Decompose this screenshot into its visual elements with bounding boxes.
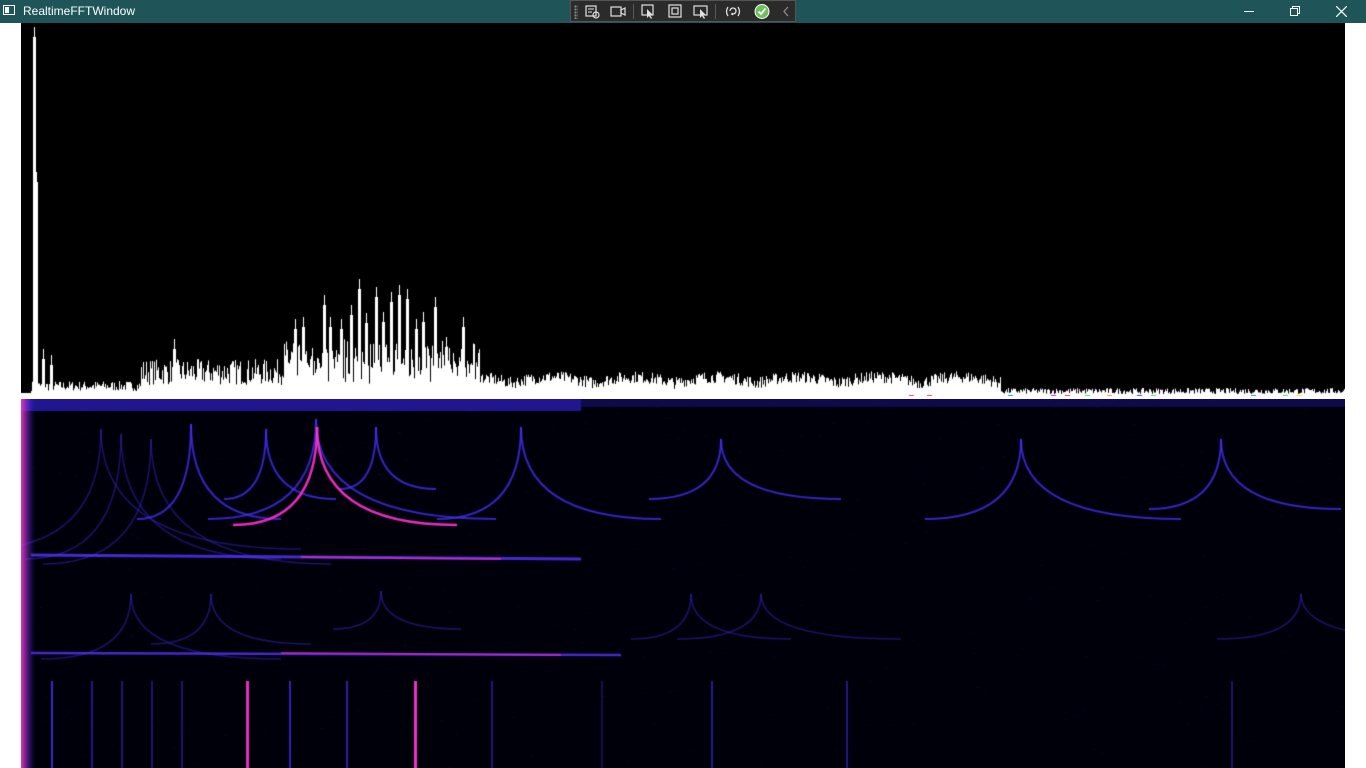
toolbar-separator: [715, 4, 716, 19]
track-focus-icon[interactable]: [692, 3, 710, 20]
hot-reload-icon[interactable]: [724, 3, 742, 20]
fft-spectrum-plot: [21, 23, 1345, 399]
display-layout-icon[interactable]: [666, 3, 684, 20]
video-icon[interactable]: [609, 3, 627, 20]
pointer-select-icon[interactable]: [640, 3, 658, 20]
xaml-debug-toolbar: [570, 0, 796, 22]
toolbar-separator: [633, 4, 634, 19]
restore-icon: [1290, 6, 1300, 16]
spectrum-baseline: [21, 396, 1345, 399]
checkmark-icon[interactable]: [753, 3, 771, 20]
spectrogram-plot: [21, 399, 1345, 768]
select-element-icon[interactable]: [583, 3, 601, 20]
collapse-chevron-icon[interactable]: [777, 3, 795, 20]
minimize-button[interactable]: [1226, 0, 1272, 23]
toolbar-grip-icon[interactable]: [574, 5, 578, 19]
close-icon: [1336, 6, 1347, 17]
visualization-area: [21, 23, 1345, 768]
title-bar[interactable]: RealtimeFFTWindow: [0, 0, 1366, 23]
minimize-icon: [1244, 11, 1254, 12]
restore-button[interactable]: [1272, 0, 1318, 23]
close-button[interactable]: [1318, 0, 1364, 23]
window-title: RealtimeFFTWindow: [23, 4, 136, 18]
app-icon: [3, 5, 15, 15]
